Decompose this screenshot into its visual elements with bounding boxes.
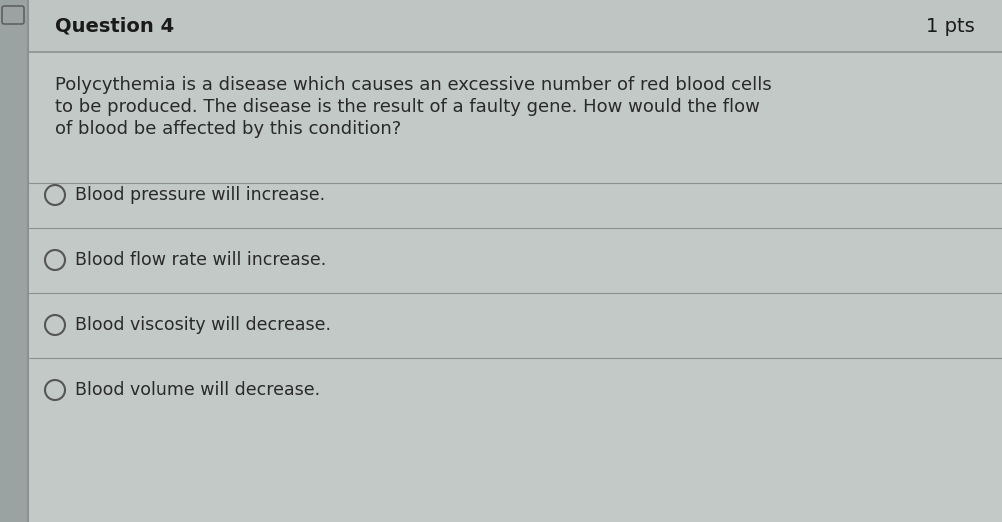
Text: Blood volume will decrease.: Blood volume will decrease. bbox=[75, 381, 320, 399]
Text: Blood pressure will increase.: Blood pressure will increase. bbox=[75, 186, 325, 204]
Text: to be produced. The disease is the result of a faulty gene. How would the flow: to be produced. The disease is the resul… bbox=[55, 98, 760, 116]
Text: of blood be affected by this condition?: of blood be affected by this condition? bbox=[55, 120, 401, 138]
Bar bbox=[0, 0, 28, 522]
Text: Polycythemia is a disease which causes an excessive number of red blood cells: Polycythemia is a disease which causes a… bbox=[55, 76, 772, 94]
Text: Blood flow rate will increase.: Blood flow rate will increase. bbox=[75, 251, 327, 269]
FancyBboxPatch shape bbox=[2, 6, 24, 24]
Text: 1 pts: 1 pts bbox=[926, 17, 975, 35]
Text: Blood viscosity will decrease.: Blood viscosity will decrease. bbox=[75, 316, 331, 334]
Bar bbox=[28, 0, 1002, 52]
Text: Question 4: Question 4 bbox=[55, 17, 174, 35]
